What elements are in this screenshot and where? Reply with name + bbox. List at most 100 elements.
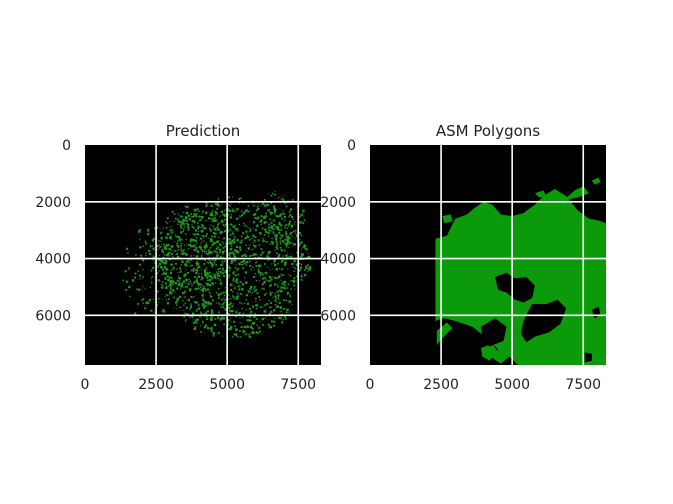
prediction-pixel [209,214,212,216]
prediction-pixel [252,266,254,269]
prediction-pixel [268,252,270,254]
prediction-pixel [279,279,281,281]
prediction-pixel [254,229,257,232]
prediction-pixel [290,224,294,227]
asm-polygons-title: ASM Polygons [436,122,540,140]
prediction-pixel [277,304,279,307]
prediction-pixel [254,286,256,288]
prediction-pixel [277,263,279,265]
prediction-pixel [148,298,151,302]
prediction-pixel [288,301,291,304]
prediction-pixel [269,292,272,295]
prediction-pixel [217,317,219,319]
prediction-pixel [163,260,165,262]
prediction-pixel [229,327,232,330]
prediction-pixel [196,242,198,244]
prediction-pixel [186,260,189,263]
prediction-pixel [215,231,217,233]
prediction-pixel [165,286,167,288]
prediction-pixel [228,266,231,269]
prediction-pixel [227,214,230,216]
prediction-pixel [160,266,163,269]
prediction-pixel [216,208,219,210]
prediction-pixel [285,195,287,197]
prediction-pixel [238,223,241,226]
prediction-pixel [275,246,277,248]
prediction-pixel [270,306,273,308]
prediction-pixel [281,234,284,237]
prediction-pixel [293,277,296,280]
prediction-pixel [239,216,241,218]
prediction-pixel [206,272,209,275]
prediction-pixel [171,238,173,240]
prediction-pixel [228,274,231,277]
prediction-pixel [202,224,203,226]
prediction-pixel [180,264,182,266]
prediction-pixel [159,240,161,242]
prediction-pixel [239,215,241,217]
prediction-pixel [208,290,210,292]
prediction-pixel [216,271,218,273]
prediction-pixel [192,227,195,229]
prediction-pixel [255,300,257,303]
prediction-pixel [300,254,303,257]
prediction-pixel [183,316,185,318]
prediction-pixel [264,228,267,231]
prediction-pixel [242,329,245,332]
prediction-pixel [202,227,204,230]
prediction-pixel [218,297,220,299]
prediction-pixel [196,279,198,282]
prediction-pixel [254,245,257,248]
prediction-pixel [201,273,203,275]
prediction-pixel [207,262,209,264]
prediction-pixel [241,316,243,318]
prediction-pixel [201,229,204,232]
prediction-pixel [305,248,308,251]
prediction-pixel [238,217,240,219]
prediction-pixel [201,320,204,323]
prediction-pixel [218,236,220,238]
prediction-pixel [200,269,202,270]
prediction-pixel [248,315,251,318]
prediction-pixel [224,225,226,227]
prediction-x-tick-label: 0 [81,377,90,393]
prediction-pixel [194,244,197,246]
prediction-pixel [262,273,264,276]
prediction-x-tick-label: 2500 [138,377,174,393]
prediction-pixel [173,213,176,215]
prediction-pixel [301,223,302,224]
prediction-pixel [160,281,162,282]
prediction-pixel [266,255,268,257]
prediction-pixel [191,226,194,228]
prediction-pixel [302,258,304,261]
prediction-pixel [195,320,198,323]
prediction-pixel [238,282,239,284]
prediction-pixel [282,318,285,321]
prediction-pixel [188,218,191,221]
prediction-pixel [176,287,179,290]
prediction-pixel [184,321,186,323]
prediction-pixel [290,232,293,235]
prediction-pixel [290,227,292,229]
prediction-pixel [259,299,261,301]
prediction-pixel [241,308,243,310]
prediction-pixel [198,234,200,236]
prediction-pixel [260,290,262,292]
prediction-pixel [245,255,248,257]
prediction-pixel [234,249,237,252]
prediction-pixel [268,326,271,329]
prediction-pixel [260,223,263,226]
prediction-pixel [220,263,223,267]
prediction-pixel [157,279,160,282]
prediction-pixel [183,244,185,246]
prediction-pixel [229,205,231,207]
prediction-pixel [201,224,203,226]
prediction-pixel [186,313,189,316]
prediction-pixel [249,254,252,257]
prediction-pixel [200,325,202,327]
prediction-pixel [253,228,254,230]
prediction-pixel [260,219,263,222]
prediction-pixel [248,239,250,241]
prediction-pixel [192,296,195,298]
prediction-pixel [229,240,232,243]
